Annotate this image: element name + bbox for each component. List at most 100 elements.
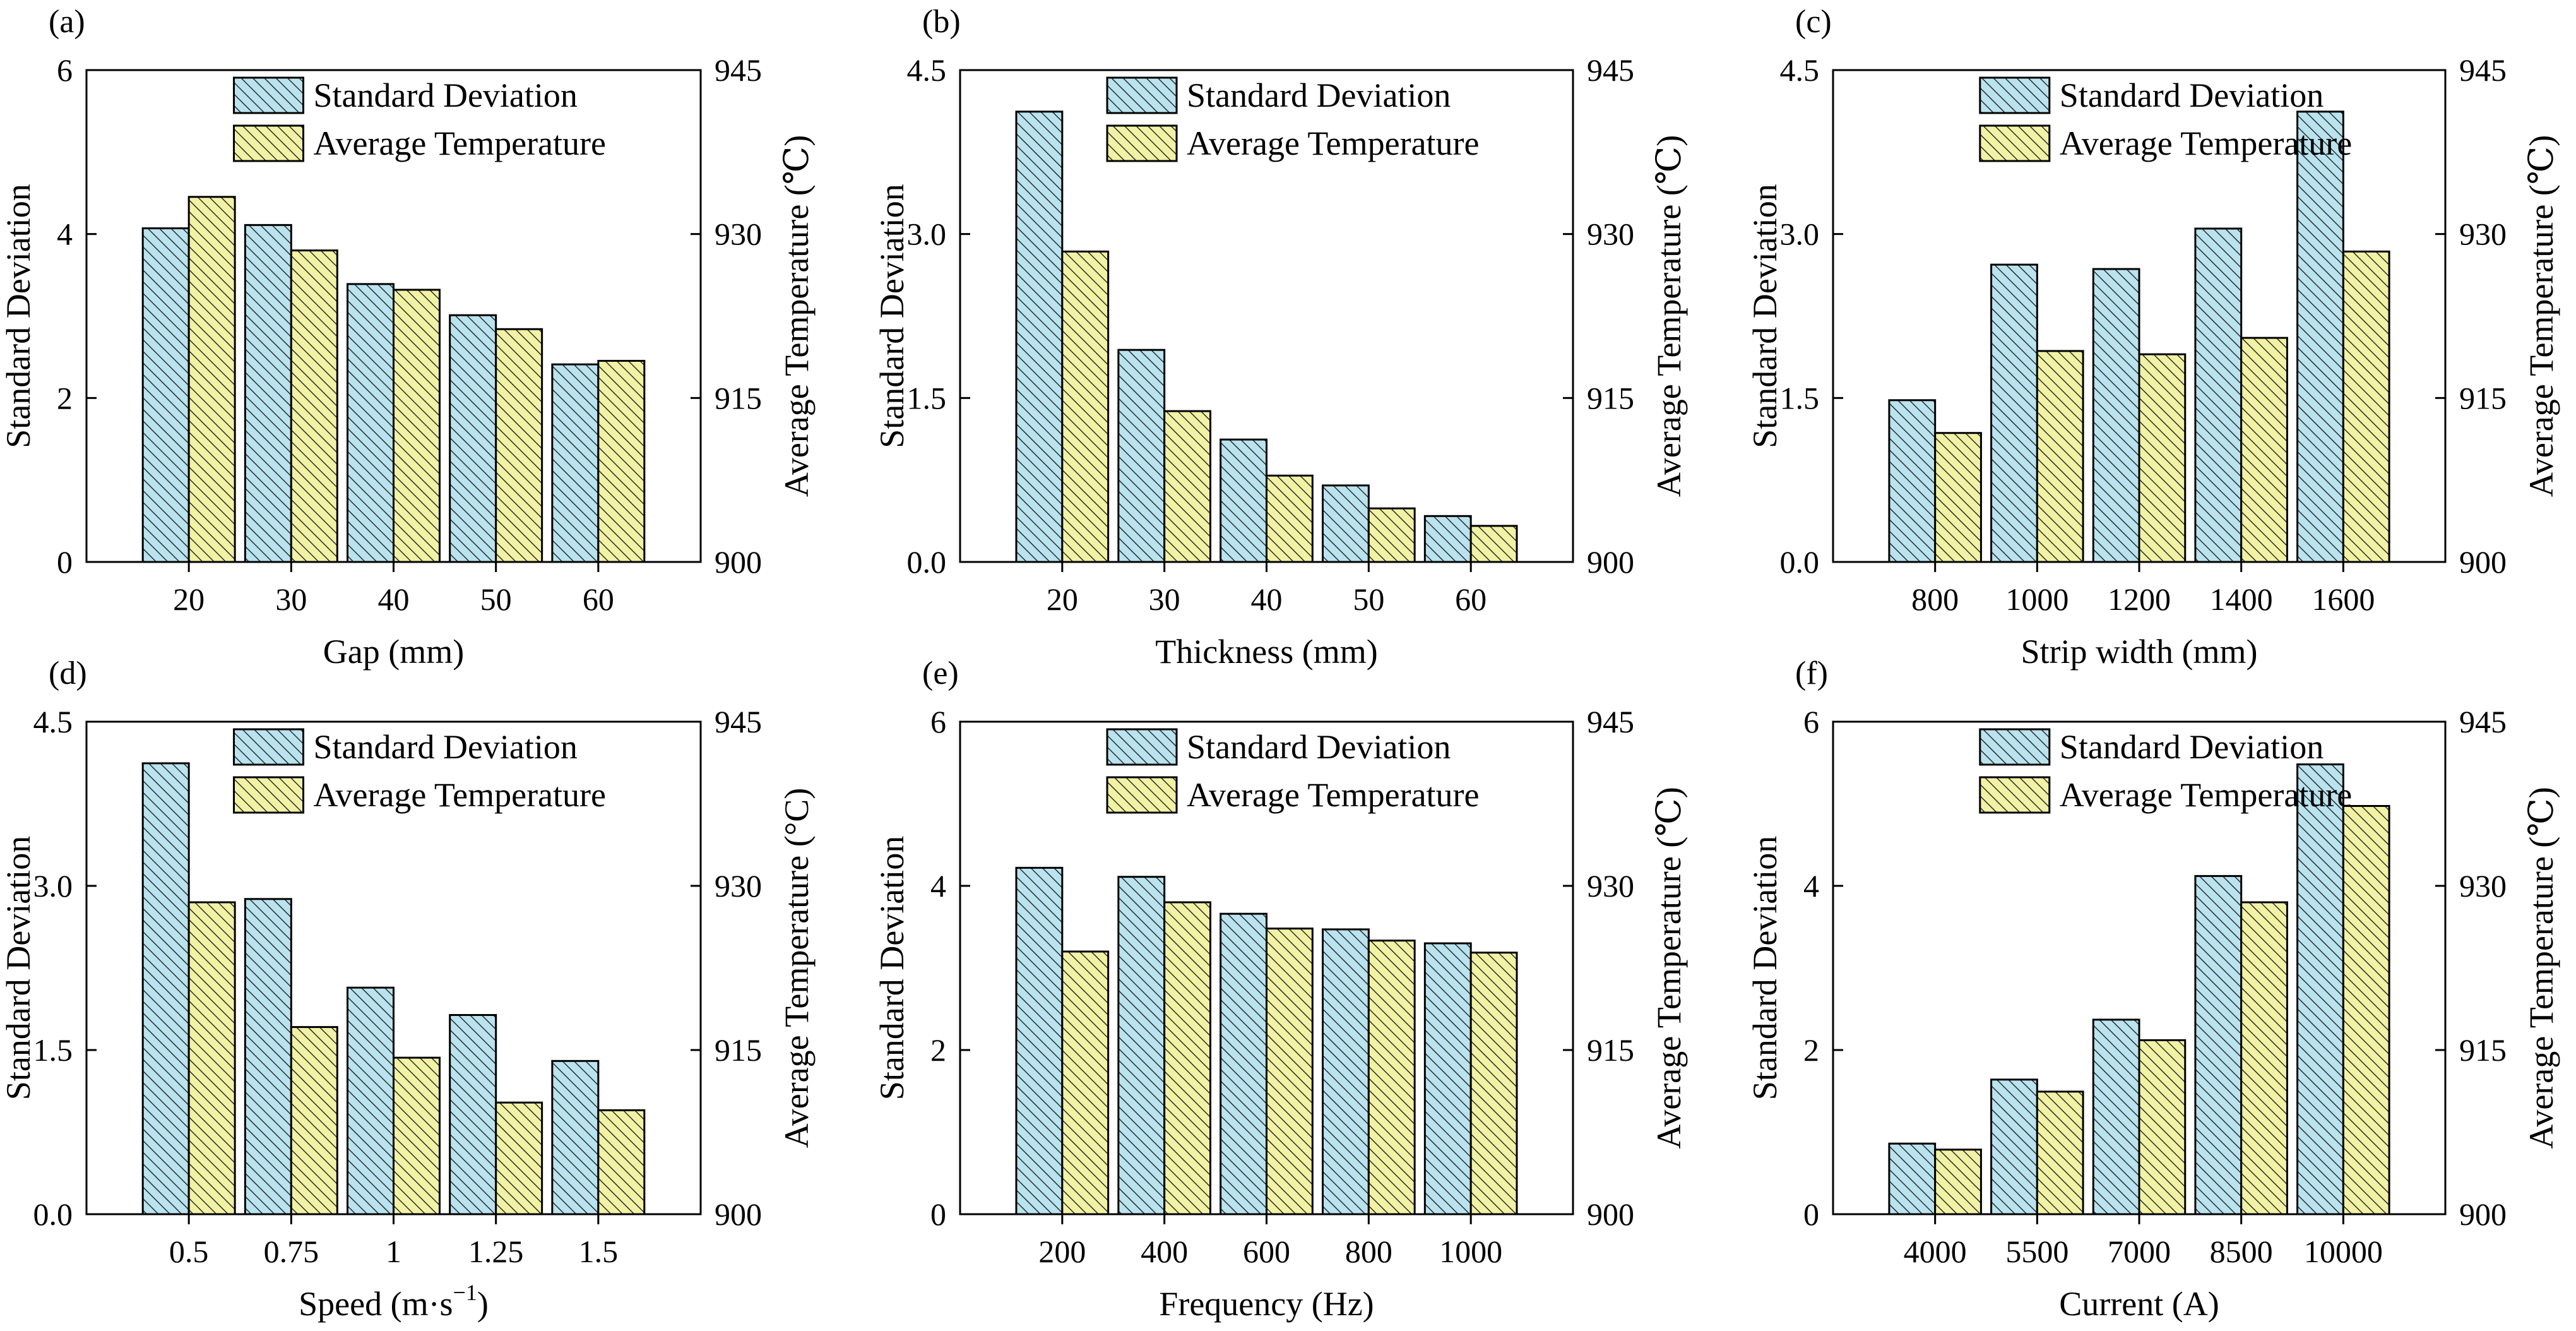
bar-std-dev-e-400	[1117, 876, 1166, 1215]
bar-avg-temp-c-1000	[2036, 350, 2084, 563]
bar-std-dev-e-200	[1015, 866, 1064, 1215]
bar-avg-temp-f-8500	[2240, 901, 2288, 1215]
x-tick-label-c-800: 800	[1911, 582, 1959, 617]
x-axis-title-end-d: )	[477, 1285, 489, 1323]
y2-tick-label-b-0: 900	[1587, 544, 1634, 580]
y-tick-label-d-3: 4.5	[33, 704, 73, 739]
y2-tick-label-a-1: 915	[715, 380, 762, 415]
y2-tick-label-a-0: 900	[715, 544, 762, 580]
x-tick-label-c-1400: 1400	[2210, 582, 2273, 617]
bar-std-dev-e-600	[1220, 912, 1268, 1215]
bar-avg-temp-a-50	[495, 328, 543, 563]
y-tick-label-c-2: 3.0	[1780, 217, 1820, 252]
x-tick-label-a-30: 30	[275, 582, 307, 617]
chart-panel-a: 20 30 40 50 60 0 2 4 6 900 915 930 945 Gap (mm) Standa…	[0, 4, 816, 671]
panel-label-c: (c)	[1795, 4, 1832, 40]
y-tick-label-a-3: 6	[57, 52, 73, 88]
bar-std-dev-f-5500	[1990, 1078, 2038, 1215]
plot-frame-f	[1832, 720, 2447, 1215]
x-tick-label-b-20: 20	[1047, 582, 1078, 617]
legend-swatch-std-d	[233, 728, 305, 766]
panel-label-b: (b)	[922, 4, 961, 40]
y2-tick-label-d-0: 900	[715, 1197, 762, 1232]
y2-tick-label-e-3: 945	[1587, 704, 1634, 739]
bar-std-dev-d-1.25	[449, 1014, 497, 1215]
x-tick-label-b-30: 30	[1149, 582, 1180, 617]
legend-swatch-avg-d	[233, 776, 305, 814]
bar-std-dev-c-1400	[2194, 227, 2243, 563]
y-tick-label-c-3: 4.5	[1780, 52, 1820, 88]
x-axis-title-d: Speed (m·s−1)	[299, 1280, 489, 1323]
legend-label-std-c: Standard Deviation	[2060, 76, 2324, 114]
x-axis-title-sup-d: −1	[453, 1280, 477, 1305]
y-tick-label-b-3: 4.5	[907, 52, 947, 88]
bar-std-dev-b-40	[1220, 438, 1268, 563]
plot-frame-a	[85, 69, 702, 563]
legend-label-std-a: Standard Deviation	[314, 76, 578, 114]
bar-std-dev-b-20	[1015, 110, 1064, 563]
y-tick-label-e-0: 0	[930, 1197, 946, 1232]
bar-avg-temp-b-40	[1266, 474, 1314, 563]
bar-avg-temp-f-10000	[2342, 804, 2390, 1215]
x-tick-label-b-50: 50	[1353, 582, 1384, 617]
legend-label-avg-e: Average Temperature	[1187, 776, 1479, 814]
bar-std-dev-f-4000	[1888, 1142, 1937, 1215]
y2-axis-title-f: Average Temperature (℃)	[2522, 787, 2560, 1149]
y-tick-label-a-2: 4	[57, 217, 73, 252]
y-axis-title-b: Standard Deviation	[873, 184, 911, 448]
legend-label-avg-b: Average Temperature	[1187, 124, 1479, 162]
x-tick-label-e-600: 600	[1243, 1234, 1290, 1269]
y-tick-label-f-1: 2	[1803, 1032, 1819, 1068]
y-tick-label-d-0: 0.0	[33, 1197, 73, 1232]
y-tick-label-f-3: 6	[1803, 704, 1819, 739]
x-axis-title-a: Gap (mm)	[323, 633, 464, 671]
y-tick-label-a-0: 0	[57, 544, 73, 580]
bar-std-dev-d-0.75	[244, 898, 292, 1215]
y2-tick-label-d-3: 945	[715, 704, 762, 739]
y-tick-label-c-0: 0.0	[1780, 544, 1820, 580]
bar-std-dev-d-1	[347, 986, 395, 1215]
legend-swatch-avg-c	[1979, 124, 2051, 162]
y2-tick-label-e-0: 900	[1587, 1197, 1634, 1232]
y-tick-label-a-1: 2	[57, 380, 73, 415]
bar-avg-temp-a-40	[393, 289, 441, 563]
chart-panel-c: 800 1000 1200 1400 1600 0.0 1.5 3.0 4.5 900 915 930…	[1746, 4, 2560, 671]
x-axis-title-e: Frequency (Hz)	[1159, 1285, 1374, 1323]
panel-label-f: (f)	[1795, 655, 1828, 691]
legend-swatch-avg-f	[1979, 776, 2051, 814]
x-axis-title-f: Current (A)	[2059, 1285, 2219, 1323]
bar-avg-temp-d-0.75	[290, 1026, 338, 1215]
y2-tick-label-c-1: 915	[2459, 380, 2507, 415]
bar-avg-temp-b-20	[1061, 250, 1110, 563]
y2-tick-label-f-1: 915	[2459, 1032, 2507, 1068]
x-tick-label-d-1: 1	[386, 1234, 401, 1269]
y-tick-label-f-0: 0	[1803, 1197, 1819, 1232]
bar-std-dev-a-40	[347, 283, 395, 563]
y2-tick-label-f-2: 930	[2459, 868, 2507, 904]
bar-std-dev-f-8500	[2194, 874, 2243, 1215]
bar-avg-temp-a-30	[290, 249, 338, 563]
bar-avg-temp-f-5500	[2036, 1090, 2084, 1215]
y-axis-title-e: Standard Deviation	[873, 836, 911, 1100]
bar-avg-temp-e-600	[1266, 928, 1314, 1215]
legend-label-std-e: Standard Deviation	[1187, 728, 1451, 766]
bar-std-dev-e-1000	[1423, 942, 1472, 1215]
bar-std-dev-d-0.5	[141, 762, 190, 1215]
legend-swatch-std-e	[1106, 728, 1178, 766]
y-axis-title-d: Standard Deviation	[0, 836, 37, 1100]
bar-std-dev-c-1600	[2296, 110, 2344, 563]
x-tick-label-d-0.5: 0.5	[169, 1234, 209, 1269]
legend-swatch-std-c	[1979, 76, 2051, 114]
bar-std-dev-c-1200	[2092, 268, 2140, 563]
y2-axis-title-b: Average Temperature (℃)	[1650, 135, 1688, 497]
bar-std-dev-b-60	[1423, 515, 1472, 563]
panel-label-d: (d)	[49, 655, 87, 691]
legend-label-avg-f: Average Temperature	[2060, 776, 2352, 814]
bar-avg-temp-b-50	[1367, 507, 1416, 563]
y-axis-title-a: Standard Deviation	[0, 184, 37, 448]
bar-avg-temp-e-400	[1163, 901, 1211, 1215]
y2-tick-label-e-2: 930	[1587, 868, 1634, 904]
y2-tick-label-d-1: 915	[715, 1032, 762, 1068]
x-tick-label-e-200: 200	[1038, 1234, 1086, 1269]
plot-frame-d	[85, 720, 702, 1215]
